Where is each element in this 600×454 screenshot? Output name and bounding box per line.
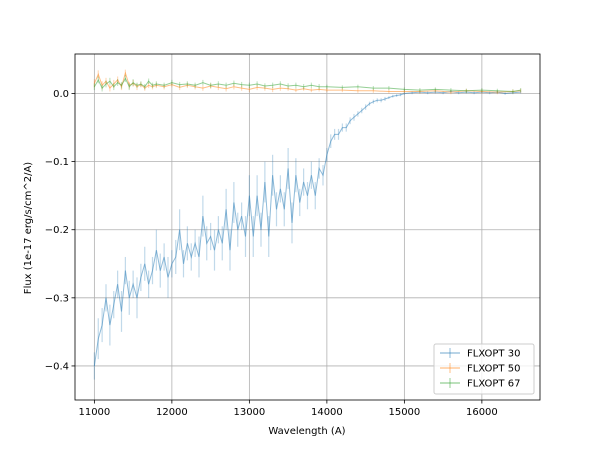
series-3	[93, 75, 522, 94]
legend-entry: FLXOPT 30	[467, 349, 520, 360]
y-tick-label: 0.0	[53, 89, 69, 100]
x-tick-label: 11000	[78, 407, 110, 418]
series-line	[93, 77, 521, 93]
series-line	[93, 90, 521, 366]
legend: FLXOPT 30 FLXOPT 50 FLXOPT 67	[433, 343, 535, 395]
y-tick-label: −0.4	[45, 361, 69, 372]
legend-box	[433, 343, 535, 395]
x-tick-label: 12000	[156, 407, 188, 418]
series-layer	[93, 69, 522, 380]
x-tick-label: 15000	[388, 407, 420, 418]
y-tick-label: −0.3	[45, 293, 69, 304]
x-tick-label: 16000	[466, 407, 498, 418]
legend-entry: FLXOPT 67	[467, 379, 520, 390]
error-bars	[93, 90, 522, 380]
y-tick-label: −0.1	[45, 157, 69, 168]
grid	[75, 54, 540, 400]
x-tick-label: 13000	[233, 407, 265, 418]
y-tick-label: −0.2	[45, 225, 69, 236]
y-axis-label: Flux (1e-17 erg/s/cm^2/A)	[23, 162, 34, 294]
x-axis-label: Wavelength (A)	[268, 426, 345, 437]
series-1	[93, 90, 522, 380]
axes: 11000 12000 13000 14000 15000 16000 0.0 −0.1 −0.…	[45, 53, 541, 418]
series-line	[93, 71, 521, 93]
x-tick-label: 14000	[311, 407, 343, 418]
legend-entry: FLXOPT 50	[467, 364, 520, 375]
plot-frame	[74, 53, 541, 401]
